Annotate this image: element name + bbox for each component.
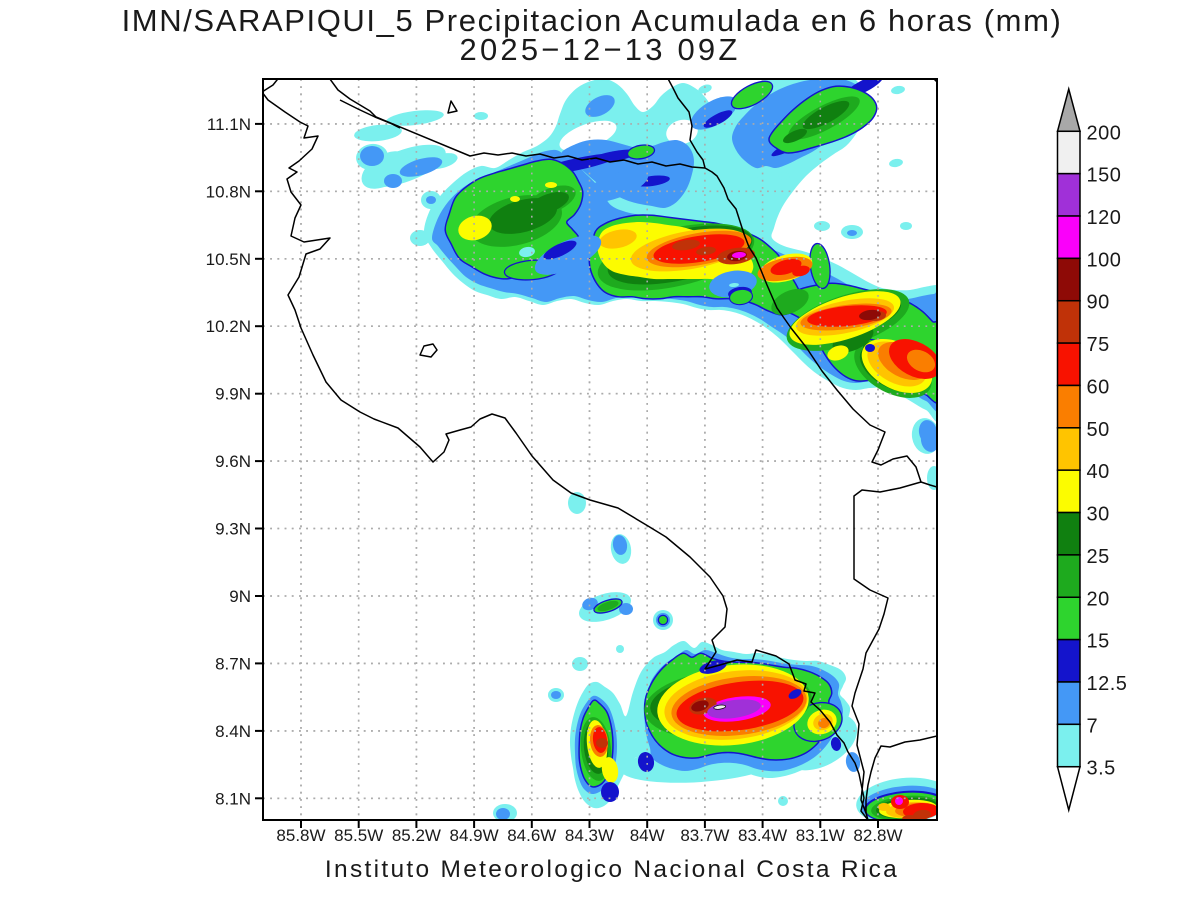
svg-text:84W: 84W [630, 826, 665, 845]
svg-text:8.4N: 8.4N [215, 722, 251, 741]
svg-text:9.9N: 9.9N [215, 385, 251, 404]
svg-text:15: 15 [1087, 631, 1110, 653]
svg-text:85.2W: 85.2W [392, 826, 441, 845]
svg-text:10.2N: 10.2N [206, 317, 251, 336]
svg-text:75: 75 [1087, 334, 1110, 356]
svg-text:84.3W: 84.3W [565, 826, 614, 845]
svg-text:9.6N: 9.6N [215, 452, 251, 471]
svg-text:90: 90 [1087, 292, 1110, 314]
svg-text:9.3N: 9.3N [215, 520, 251, 539]
svg-text:85.5W: 85.5W [334, 826, 383, 845]
svg-text:120: 120 [1087, 207, 1122, 229]
svg-text:83.7W: 83.7W [680, 826, 729, 845]
svg-text:40: 40 [1087, 461, 1110, 483]
svg-text:3.5: 3.5 [1087, 758, 1116, 780]
svg-text:60: 60 [1087, 376, 1110, 398]
svg-text:7: 7 [1087, 715, 1099, 737]
svg-text:84.9W: 84.9W [450, 826, 499, 845]
svg-text:8.1N: 8.1N [215, 789, 251, 808]
svg-text:150: 150 [1087, 165, 1122, 187]
svg-text:30: 30 [1087, 504, 1110, 526]
svg-text:83.1W: 83.1W [796, 826, 845, 845]
svg-text:25: 25 [1087, 546, 1110, 568]
svg-text:83.4W: 83.4W [738, 826, 787, 845]
svg-text:11.1N: 11.1N [207, 115, 251, 134]
svg-text:2025−12−13 09Z: 2025−12−13 09Z [460, 32, 741, 67]
svg-text:IMN/SARAPIQUI_5 Precipitacion: IMN/SARAPIQUI_5 Precipitacion Acumulada … [122, 3, 1063, 38]
svg-text:50: 50 [1087, 419, 1110, 441]
svg-text:20: 20 [1087, 588, 1110, 610]
svg-text:200: 200 [1087, 122, 1122, 144]
svg-text:Instituto Meteorologico Nacion: Instituto Meteorologico Nacional Costa R… [325, 856, 899, 883]
svg-text:85.8W: 85.8W [276, 826, 325, 845]
svg-text:10.8N: 10.8N [206, 182, 251, 201]
svg-text:10.5N: 10.5N [206, 250, 251, 269]
svg-text:82.8W: 82.8W [853, 826, 902, 845]
svg-text:100: 100 [1087, 249, 1122, 271]
svg-text:9N: 9N [229, 587, 251, 606]
svg-text:84.6W: 84.6W [507, 826, 556, 845]
svg-text:12.5: 12.5 [1087, 673, 1128, 695]
svg-text:8.7N: 8.7N [215, 654, 251, 673]
